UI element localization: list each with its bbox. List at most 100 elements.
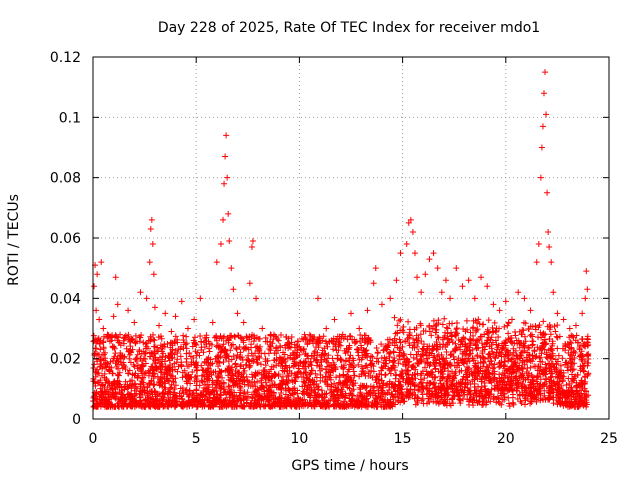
data-point: [244, 334, 251, 341]
data-point: [535, 241, 542, 248]
data-point: [452, 347, 459, 354]
data-point: [432, 390, 439, 397]
data-point: [571, 396, 578, 403]
data-point: [530, 355, 537, 362]
data-point: [335, 338, 342, 345]
data-point: [505, 400, 512, 407]
data-point: [111, 394, 118, 401]
data-point: [459, 356, 466, 363]
data-point: [93, 307, 100, 314]
data-point: [537, 395, 544, 402]
data-point: [455, 355, 462, 362]
data-point: [228, 356, 235, 363]
data-point: [369, 401, 376, 408]
data-point: [568, 371, 575, 378]
data-point: [348, 310, 354, 317]
data-point: [106, 366, 113, 373]
data-point: [96, 379, 103, 386]
data-point: [548, 259, 555, 266]
data-point: [543, 383, 550, 390]
data-point: [109, 387, 116, 394]
data-point: [441, 396, 448, 403]
data-point: [249, 394, 256, 401]
data-point: [569, 333, 576, 340]
data-point: [114, 402, 121, 409]
data-point: [242, 345, 249, 352]
data-point: [186, 349, 193, 356]
data-point: [223, 350, 230, 357]
data-point: [380, 347, 387, 354]
data-point: [138, 401, 145, 408]
data-point: [455, 337, 462, 344]
data-point: [443, 324, 450, 331]
data-point: [205, 384, 212, 391]
data-point: [450, 348, 457, 355]
data-point: [209, 360, 216, 367]
data-point: [169, 397, 176, 404]
data-point: [572, 322, 579, 329]
data-point: [469, 372, 476, 379]
data-point: [527, 364, 534, 371]
data-point: [429, 347, 436, 354]
data-point: [409, 228, 416, 235]
data-point: [104, 360, 111, 367]
data-point: [102, 355, 109, 362]
data-point: [237, 334, 244, 341]
data-point: [534, 334, 541, 341]
data-point: [553, 333, 560, 340]
data-point: [485, 317, 492, 324]
data-point: [414, 399, 421, 406]
data-point: [232, 367, 239, 374]
data-point: [217, 391, 224, 398]
data-point: [307, 400, 314, 407]
data-point: [270, 331, 277, 338]
data-point: [493, 350, 500, 357]
data-point: [316, 337, 323, 344]
data-point: [140, 339, 147, 346]
data-point: [192, 340, 199, 347]
data-point: [183, 378, 190, 385]
data-point: [466, 340, 473, 347]
data-point: [463, 373, 470, 380]
data-point: [162, 354, 169, 361]
data-point: [504, 352, 511, 359]
data-point: [288, 390, 295, 397]
data-point: [412, 392, 419, 399]
data-point: [185, 363, 192, 370]
data-point: [279, 363, 286, 370]
data-point: [375, 376, 382, 383]
data-point: [392, 401, 399, 408]
data-point: [136, 346, 143, 353]
data-point: [206, 362, 213, 369]
data-point: [374, 373, 381, 380]
data-point: [98, 391, 105, 398]
data-point: [383, 346, 390, 353]
data-point: [153, 365, 160, 372]
data-point: [314, 349, 321, 356]
data-point: [116, 383, 123, 390]
data-point: [201, 402, 208, 409]
data-point: [460, 359, 467, 366]
data-point: [191, 334, 198, 341]
data-point: [472, 366, 479, 373]
data-point: [548, 393, 555, 400]
data-point: [278, 380, 285, 387]
data-point: [515, 289, 522, 296]
data-point: [496, 359, 503, 366]
data-point: [247, 362, 254, 369]
data-point: [408, 375, 415, 382]
data-point: [347, 333, 354, 340]
data-point: [132, 380, 139, 387]
data-point: [116, 389, 123, 396]
data-point: [512, 347, 519, 354]
data-point: [107, 358, 114, 365]
data-point: [401, 398, 408, 405]
data-point: [108, 337, 115, 344]
data-point: [426, 385, 433, 392]
data-point: [213, 259, 220, 266]
data-point: [140, 363, 147, 370]
data-point: [445, 336, 452, 343]
data-point: [203, 332, 210, 339]
data-point: [554, 381, 561, 388]
data-point: [559, 355, 566, 362]
